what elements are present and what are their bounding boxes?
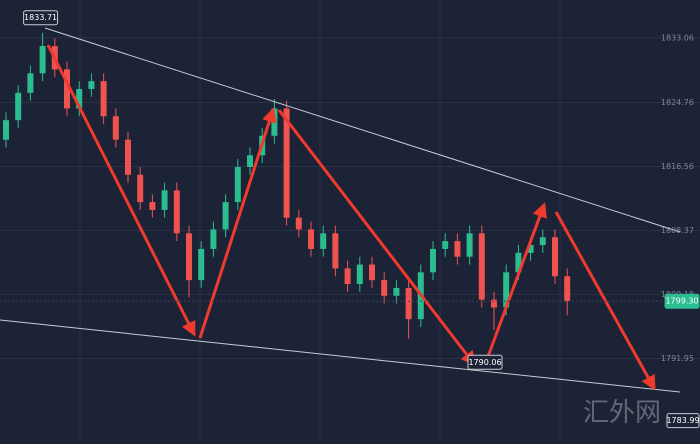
candle-body xyxy=(308,229,314,249)
watermark: 汇外网 xyxy=(583,398,661,428)
candle-body xyxy=(161,190,168,210)
candle-body xyxy=(442,241,449,249)
candle-body xyxy=(454,241,461,257)
y-tick-label: 1791.95 xyxy=(661,354,694,363)
upper-trendline xyxy=(44,27,681,233)
candle-body xyxy=(393,287,400,296)
price-label-box xyxy=(666,413,700,429)
candle-body xyxy=(234,166,241,203)
arrow xyxy=(484,202,547,363)
candle-body xyxy=(356,264,363,285)
candle-body xyxy=(478,233,485,300)
candle-body xyxy=(112,116,119,140)
candle-body xyxy=(344,268,351,285)
candle-body xyxy=(222,202,229,230)
price-label: 1833.71 xyxy=(24,13,57,22)
price-label-box xyxy=(467,354,503,370)
candle-body xyxy=(125,139,131,175)
candle-body xyxy=(64,69,70,109)
y-tick-label: 1833.06 xyxy=(661,33,694,42)
candle-body xyxy=(539,237,546,246)
candle-body xyxy=(515,252,522,273)
candle-body xyxy=(320,233,327,249)
grid xyxy=(0,37,700,360)
price-label: 1799.30 xyxy=(665,297,698,306)
price-label: 1783.99 xyxy=(666,416,699,425)
candle-body xyxy=(88,81,95,89)
candle-body xyxy=(552,237,558,277)
candle-body xyxy=(491,299,497,308)
candle-body xyxy=(3,120,9,140)
candle-body xyxy=(186,233,192,281)
candle-body xyxy=(527,245,534,253)
y-tick-label: 1816.56 xyxy=(661,162,694,171)
candle-body xyxy=(76,88,83,109)
trendlines xyxy=(0,27,681,393)
y-tick-label: 1824.76 xyxy=(661,98,694,107)
lower-trendline xyxy=(0,319,681,393)
arrow xyxy=(46,44,196,337)
candle-body xyxy=(173,190,180,234)
candle-body xyxy=(430,248,436,273)
price-label: 1790.06 xyxy=(468,358,501,367)
candle-body xyxy=(295,217,302,230)
y-tick-label: 1808.37 xyxy=(661,226,694,235)
price-label-box xyxy=(23,10,59,26)
candle-body xyxy=(405,287,412,320)
arrow xyxy=(277,109,476,367)
arrow xyxy=(198,107,277,339)
candle-body xyxy=(100,81,107,117)
candle-body xyxy=(369,264,375,281)
arrow xyxy=(554,211,656,391)
candle-body xyxy=(149,202,156,210)
candle-body xyxy=(15,92,22,121)
candle-body xyxy=(39,46,46,74)
candle-body xyxy=(247,155,253,167)
candle-body xyxy=(332,233,339,269)
candle-body xyxy=(137,174,144,203)
candle-body xyxy=(564,276,571,302)
arrows xyxy=(46,44,656,391)
candle-body xyxy=(27,73,34,93)
candle-body xyxy=(283,108,290,218)
candle-body xyxy=(381,280,388,296)
labels: 1833.061824.761816.561808.371800.181791.… xyxy=(0,10,700,429)
candle-body xyxy=(466,233,473,257)
candle-body xyxy=(503,272,510,308)
candle-body xyxy=(210,229,217,249)
candle-body xyxy=(198,248,205,281)
